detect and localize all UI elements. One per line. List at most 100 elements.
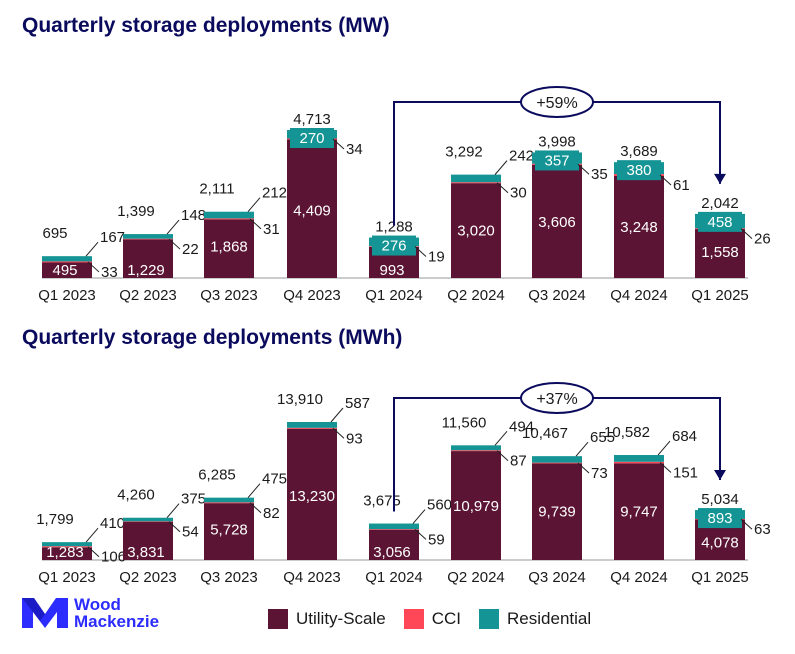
x-tick-label-4: Q1 2024 xyxy=(365,287,423,304)
value-label-utility-8: 1,558 xyxy=(701,244,739,261)
x-tick-label-8: Q1 2025 xyxy=(691,287,749,304)
leader-cci-0 xyxy=(87,546,100,558)
bar-residential-1 xyxy=(123,517,173,522)
bar-cci-0 xyxy=(42,546,92,548)
bar-residential-5 xyxy=(451,445,501,451)
x-tick-label-8: Q1 2025 xyxy=(691,569,749,586)
value-box-residential-7 xyxy=(617,160,661,181)
legend-swatch-residential xyxy=(479,609,500,629)
leader-cci-7 xyxy=(659,462,672,473)
value-box-residential-6 xyxy=(535,150,579,171)
value-label-cci-7: 151 xyxy=(673,465,698,482)
leader-residential-6 xyxy=(575,441,589,457)
annotation-label: +37% xyxy=(536,391,577,408)
value-label-cci-2: 82 xyxy=(263,505,280,522)
bar-cci-2 xyxy=(204,502,254,504)
leader-cci-3 xyxy=(332,138,345,150)
value-box-residential-8 xyxy=(698,508,742,529)
value-label-total-4: 1,288 xyxy=(375,219,413,236)
wood-mackenzie-logo-icon xyxy=(22,598,68,628)
leader-residential-1 xyxy=(166,503,180,519)
bar-cci-1 xyxy=(123,521,173,523)
value-label-total-6: 10,467 xyxy=(522,425,568,442)
leader-cci-6 xyxy=(577,163,590,175)
chart-mw: Q1 2023 495 167 33 695 Q2 2023 1,229 148 22 1,399… xyxy=(38,86,771,304)
legend-label-residential: Residential xyxy=(507,609,592,628)
value-label-utility-7: 3,248 xyxy=(620,219,658,236)
value-label-utility-0: 495 xyxy=(52,262,77,279)
value-label-cci-1: 22 xyxy=(182,241,199,258)
bar-residential-1 xyxy=(123,234,173,239)
value-label-utility-3: 13,230 xyxy=(289,488,335,505)
value-label-residential-4: 276 xyxy=(381,238,406,255)
value-label-residential-7: 380 xyxy=(626,162,651,179)
value-label-cci-1: 54 xyxy=(182,524,199,541)
value-label-cci-6: 35 xyxy=(591,166,608,183)
bar-utility-6 xyxy=(532,463,582,560)
x-tick-label-0: Q1 2023 xyxy=(38,569,96,586)
x-tick-label-1: Q2 2023 xyxy=(119,569,177,586)
bar-cci-0 xyxy=(42,261,92,263)
leader-cci-1 xyxy=(168,238,181,250)
leader-cci-4 xyxy=(414,246,427,257)
bar-utility-0 xyxy=(42,262,92,278)
bar-residential-0 xyxy=(42,256,92,262)
value-box-residential-8 xyxy=(698,211,742,232)
value-label-utility-4: 3,056 xyxy=(373,544,411,561)
x-tick-label-1: Q2 2023 xyxy=(119,287,177,304)
value-label-utility-1: 3,831 xyxy=(127,544,165,561)
value-label-residential-6: 357 xyxy=(544,152,569,169)
x-tick-label-5: Q2 2024 xyxy=(447,287,505,304)
bar-cci-5 xyxy=(451,182,501,184)
bar-residential-6 xyxy=(532,456,582,463)
leader-cci-6 xyxy=(577,462,590,474)
value-label-total-7: 3,689 xyxy=(620,143,658,160)
annotation-arrow-icon xyxy=(714,173,726,184)
value-label-residential-1: 375 xyxy=(181,491,206,508)
value-label-utility-6: 9,739 xyxy=(538,504,576,521)
x-tick-label-6: Q3 2024 xyxy=(528,569,586,586)
leader-residential-2 xyxy=(247,197,261,213)
leader-cci-1 xyxy=(168,521,181,533)
bar-utility-7 xyxy=(614,463,664,560)
legend-label-utility: Utility-Scale xyxy=(296,609,386,628)
bar-cci-4 xyxy=(369,529,419,530)
value-label-utility-8: 4,078 xyxy=(701,535,739,552)
value-label-cci-5: 30 xyxy=(510,185,527,202)
legend-item-cci: CCI xyxy=(403,609,461,629)
value-label-total-2: 2,111 xyxy=(199,181,234,198)
value-label-total-7: 10,582 xyxy=(604,424,650,441)
bar-utility-6 xyxy=(532,164,582,278)
value-label-total-8: 2,042 xyxy=(701,195,739,212)
value-label-utility-1: 1,229 xyxy=(127,262,165,279)
legend-swatch-cci xyxy=(403,609,424,629)
x-tick-label-4: Q1 2024 xyxy=(365,569,423,586)
value-label-cci-0: 33 xyxy=(101,264,118,281)
leader-cci-8 xyxy=(740,228,753,240)
bar-residential-2 xyxy=(204,211,254,219)
value-label-residential-3: 587 xyxy=(345,395,370,412)
bar-cci-1 xyxy=(123,238,173,240)
leader-residential-3 xyxy=(330,407,344,423)
bar-residential-2 xyxy=(204,497,254,503)
x-tick-label-7: Q4 2024 xyxy=(610,569,668,586)
value-label-residential-2: 212 xyxy=(262,185,287,202)
value-label-total-3: 4,713 xyxy=(293,111,331,128)
bar-utility-5 xyxy=(451,451,501,560)
leader-residential-0 xyxy=(85,527,99,543)
leader-residential-2 xyxy=(247,483,261,498)
leader-residential-1 xyxy=(166,219,180,235)
value-label-cci-3: 93 xyxy=(346,430,363,447)
bar-cci-3 xyxy=(287,427,337,429)
leader-cci-0 xyxy=(87,261,100,273)
leader-residential-0 xyxy=(85,241,99,257)
leader-residential-4 xyxy=(412,509,426,524)
leader-cci-8 xyxy=(740,518,753,530)
leader-residential-5 xyxy=(494,430,508,446)
x-tick-label-2: Q3 2023 xyxy=(200,569,258,586)
bar-residential-3 xyxy=(287,422,337,428)
value-label-cci-2: 31 xyxy=(263,221,280,238)
annotation-label: +59% xyxy=(536,95,577,112)
leader-cci-2 xyxy=(249,502,262,514)
value-label-cci-8: 26 xyxy=(754,231,771,248)
